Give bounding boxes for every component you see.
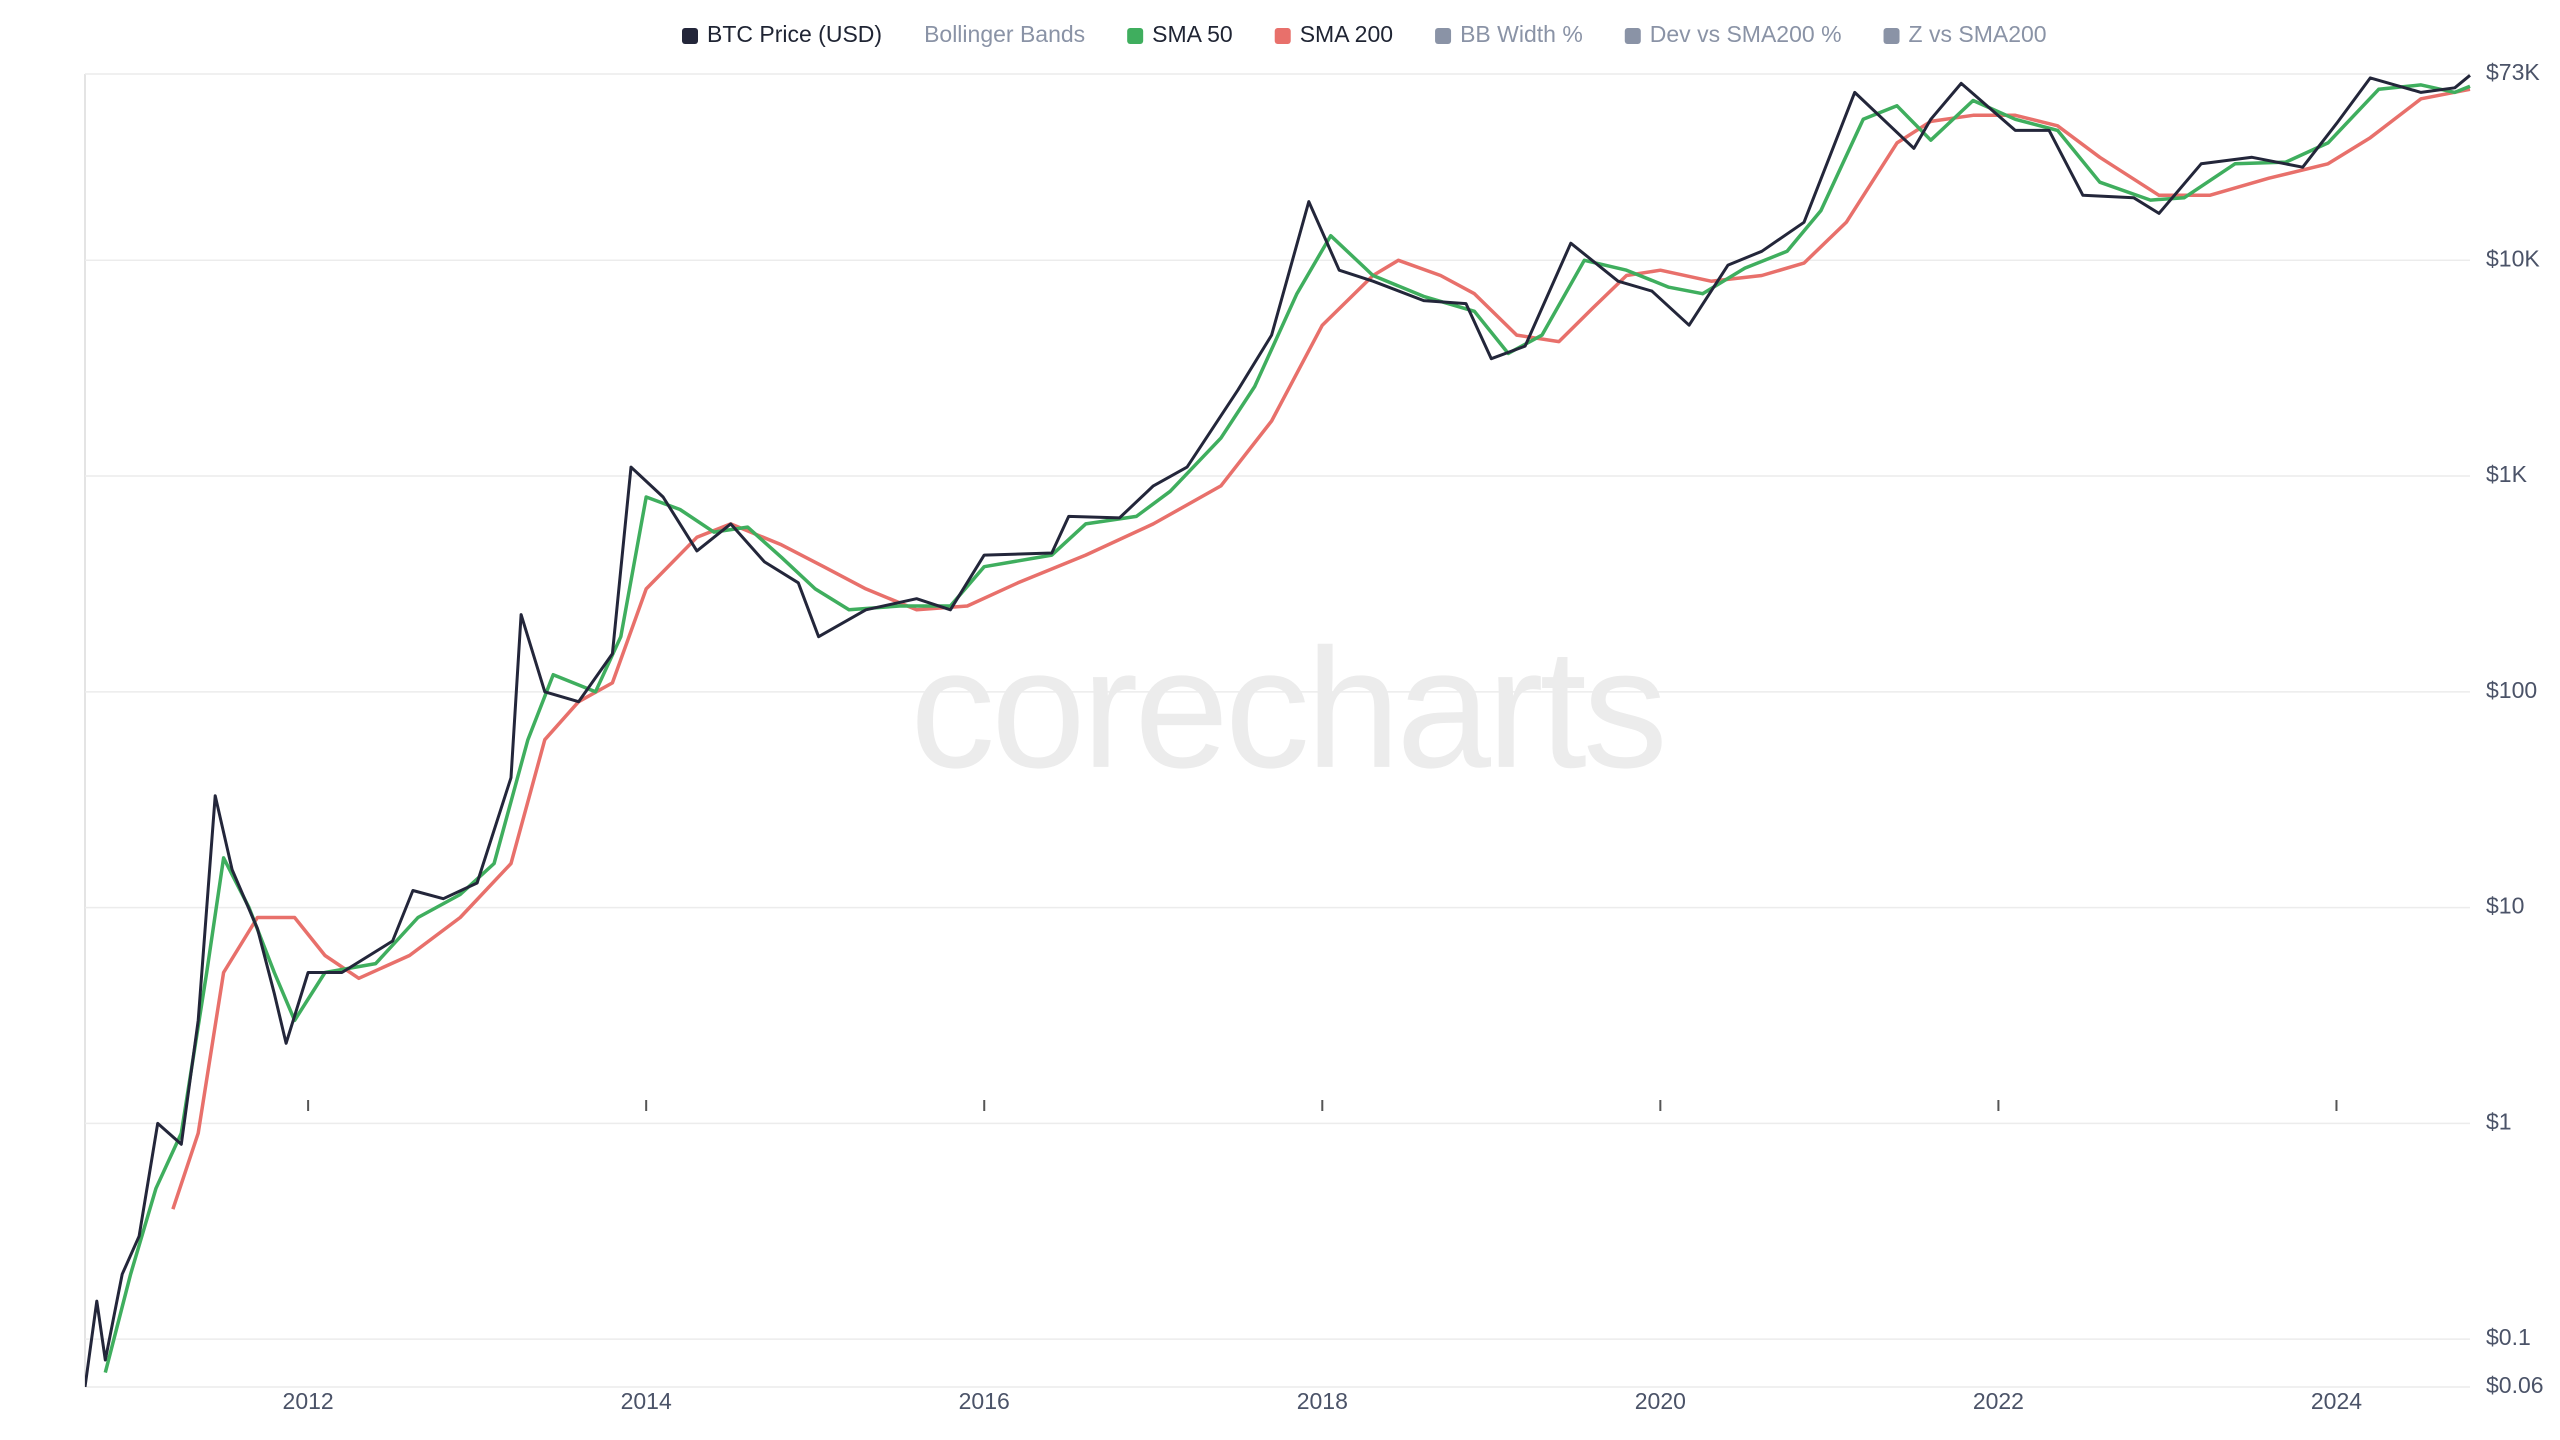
x-tick-label: 2016 [959, 1388, 1010, 1414]
legend-marker [682, 28, 698, 44]
x-tick-label: 2012 [283, 1388, 334, 1414]
legend-label: Bollinger Bands [924, 21, 1085, 47]
legend-label: SMA 50 [1152, 21, 1233, 47]
legend-marker [1624, 28, 1641, 44]
legend-label: BTC Price (USD) [707, 21, 882, 47]
legend-label: SMA 200 [1300, 21, 1393, 47]
series-line [171, 87, 2471, 1210]
x-tick-label: 2024 [2311, 1388, 2362, 1414]
legend-marker [1127, 28, 1144, 44]
legend-marker [1883, 28, 1900, 44]
legend-marker [1274, 28, 1291, 44]
legend-label: Dev vs SMA200 % [1650, 21, 1842, 47]
legend-label: BB Width % [1460, 21, 1583, 47]
y-tick-label: $0.1 [2486, 1324, 2531, 1350]
x-tick-label: 2020 [1635, 1388, 1686, 1414]
y-tick-label: $73K [2486, 59, 2540, 85]
y-tick-label: $1 [2486, 1108, 2512, 1134]
y-tick-label: $1K [2486, 461, 2528, 487]
watermark: corecharts [910, 614, 1664, 804]
legend-marker [1435, 28, 1452, 44]
x-tick-label: 2022 [1973, 1388, 2024, 1414]
x-tick-label: 2018 [1297, 1388, 1348, 1414]
legend-label: Z vs SMA200 [1909, 21, 2047, 47]
series-line [85, 74, 2471, 1387]
x-tick-label: 2014 [621, 1388, 672, 1414]
y-tick-label: $100 [2486, 677, 2537, 703]
y-tick-label: $10K [2486, 245, 2540, 271]
series-line [103, 83, 2471, 1374]
y-tick-label: $10 [2486, 893, 2524, 919]
y-tick-label: $0.06 [2486, 1372, 2544, 1398]
